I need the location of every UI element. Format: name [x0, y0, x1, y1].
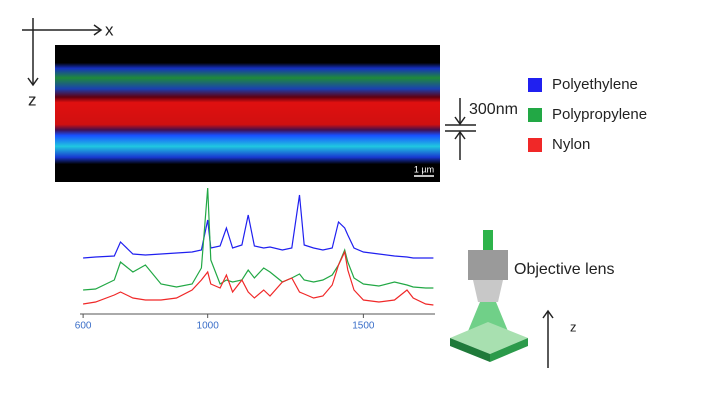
legend-label: Polyethylene [552, 76, 638, 93]
objective-illustration [450, 230, 554, 368]
spectrum-line [83, 194, 434, 259]
spectrum-line [83, 250, 434, 306]
legend-swatch [528, 138, 542, 152]
thickness-label: 300nm [469, 101, 518, 118]
legend-label: Nylon [552, 136, 590, 153]
objective-label: Objective lens [514, 261, 615, 278]
x-tick-label: 600 [75, 321, 92, 332]
legend-swatch [528, 78, 542, 92]
x-tick-label: 1000 [197, 321, 220, 332]
thickness-marker [445, 98, 476, 160]
scale-label: 1 µm [414, 164, 434, 174]
stage-axis-label: z [570, 319, 577, 334]
z-label: z [28, 90, 37, 109]
axes-indicator [22, 18, 103, 87]
x-tick-label: 1500 [352, 321, 375, 332]
x-label: x [105, 20, 114, 39]
spectrum-line [83, 187, 434, 291]
legend-label: Polypropylene [552, 106, 647, 123]
raman-image [55, 45, 440, 182]
legend-swatch [528, 108, 542, 122]
